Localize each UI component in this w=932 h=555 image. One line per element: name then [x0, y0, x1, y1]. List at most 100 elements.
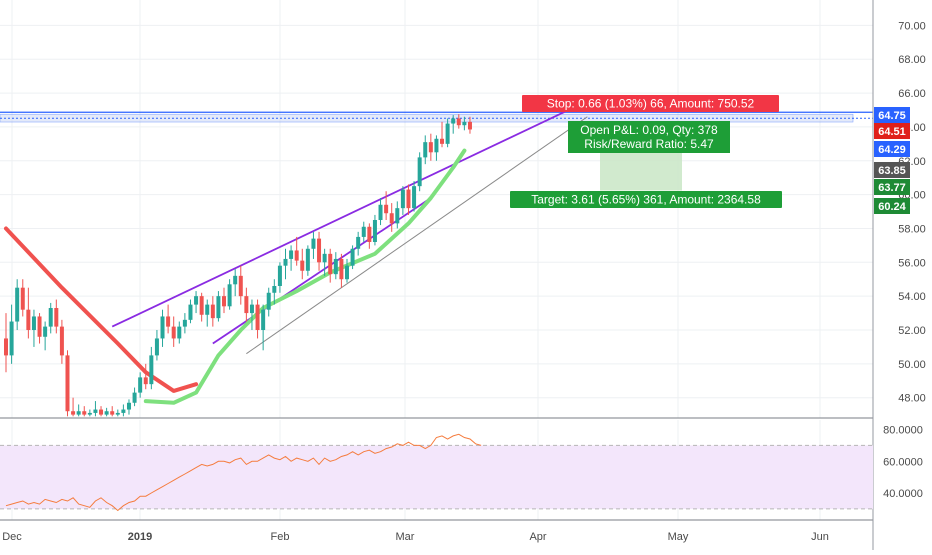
- trendline: [111, 110, 566, 328]
- candle-body: [400, 189, 405, 209]
- candle-body: [244, 296, 249, 314]
- candle-body: [110, 411, 115, 415]
- candles: [4, 114, 472, 417]
- candle-body: [261, 309, 266, 330]
- time-axis-tick: Mar: [396, 531, 415, 543]
- candle-body: [48, 308, 53, 327]
- candle-body: [339, 258, 344, 280]
- candle-body: [350, 248, 355, 266]
- price-axis-tick: 70.00: [898, 20, 926, 32]
- candle-body: [82, 411, 87, 415]
- target-label-box: [510, 191, 782, 208]
- candle-body: [456, 118, 461, 126]
- candle-body: [311, 238, 316, 249]
- price-label: 64.51: [878, 126, 906, 138]
- target-label: Target: 3.61 (5.65%) 361, Amount: 2364.5…: [531, 193, 761, 207]
- candle-body: [344, 265, 349, 280]
- candle-body: [182, 319, 187, 327]
- candle-body: [361, 226, 366, 237]
- candle-body: [43, 326, 48, 337]
- price-label-box: [874, 162, 910, 178]
- candle-body: [322, 253, 327, 263]
- rsi-line: [5, 433, 482, 512]
- price-axis-tick: 52.00: [898, 325, 926, 337]
- candle-body: [423, 142, 428, 158]
- candle-body: [305, 248, 310, 271]
- price-label-box: [874, 123, 910, 139]
- candle-body: [367, 226, 372, 242]
- candle-body: [333, 258, 338, 275]
- candle-body: [328, 253, 333, 275]
- candle-body: [205, 304, 210, 315]
- candle-body: [384, 204, 389, 214]
- candle-body: [317, 238, 322, 263]
- candle-body: [199, 296, 204, 315]
- pnl-label: Open P&L: 0.09, Qty: 378: [580, 123, 718, 137]
- price-label: 63.85: [878, 165, 906, 177]
- candle-body: [132, 392, 137, 403]
- stop-label-box: [522, 95, 779, 112]
- candle-body: [188, 304, 193, 320]
- candle-body: [238, 275, 243, 297]
- candle-body: [126, 402, 131, 410]
- candle-body: [294, 250, 299, 261]
- price-axis-tick: 66.00: [898, 88, 926, 100]
- rsi-axis-tick: 40.0000: [883, 488, 923, 500]
- candle-body: [462, 121, 467, 126]
- candle-body: [121, 409, 126, 413]
- moving-average-line: [4, 226, 199, 393]
- time-axis-tick: Dec: [2, 531, 22, 543]
- price-label-box: [874, 198, 910, 214]
- candle-body: [440, 138, 445, 144]
- candle-body: [160, 316, 165, 339]
- price-axis-tick: 56.00: [898, 257, 926, 269]
- time-axis-tick: May: [668, 531, 689, 543]
- time-axis-tick: Jun: [811, 531, 829, 543]
- price-label: 60.24: [878, 201, 906, 213]
- rsi-axis-tick: 60.0000: [883, 456, 923, 468]
- candle-body: [372, 220, 377, 242]
- candle-body: [115, 412, 120, 415]
- candle-body: [138, 377, 143, 393]
- candle-body: [54, 308, 59, 327]
- candle-body: [445, 123, 450, 144]
- candle-body: [406, 189, 411, 209]
- candle-body: [233, 275, 238, 285]
- candle-body: [289, 250, 294, 259]
- candle-body: [428, 142, 433, 153]
- candle-body: [249, 304, 254, 314]
- time-axis-tick: Feb: [271, 531, 290, 543]
- candle-body: [20, 287, 25, 310]
- candle-body: [272, 286, 277, 293]
- candle-body: [451, 118, 456, 124]
- candle-body: [166, 316, 171, 327]
- candle-body: [177, 326, 182, 339]
- candle-body: [210, 304, 215, 319]
- price-axis-tick: 54.00: [898, 291, 926, 303]
- candle-body: [194, 296, 199, 305]
- candle-body: [266, 292, 271, 310]
- candle-body: [395, 208, 400, 224]
- candle-body: [300, 260, 305, 271]
- candle-body: [222, 296, 227, 307]
- candle-body: [412, 186, 417, 209]
- candle-body: [4, 338, 8, 356]
- time-axis-tick: Apr: [529, 531, 546, 543]
- price-label-box: [874, 179, 910, 195]
- candle-body: [467, 121, 472, 130]
- candle-body: [15, 287, 20, 322]
- price-axis-tick: 68.00: [898, 54, 926, 66]
- candle-body: [93, 409, 98, 413]
- candle-body: [143, 377, 148, 385]
- trendline: [246, 116, 588, 355]
- candle-body: [417, 157, 422, 187]
- price-axis-tick: 48.00: [898, 393, 926, 405]
- candle-body: [171, 326, 176, 339]
- rsi-axis-tick: 80.0000: [883, 425, 923, 437]
- moving-average-line: [143, 148, 467, 405]
- rsi-band: [0, 445, 873, 509]
- candle-body: [378, 204, 383, 220]
- price-label-box: [874, 107, 910, 123]
- time-axis-tick: 2019: [128, 531, 152, 543]
